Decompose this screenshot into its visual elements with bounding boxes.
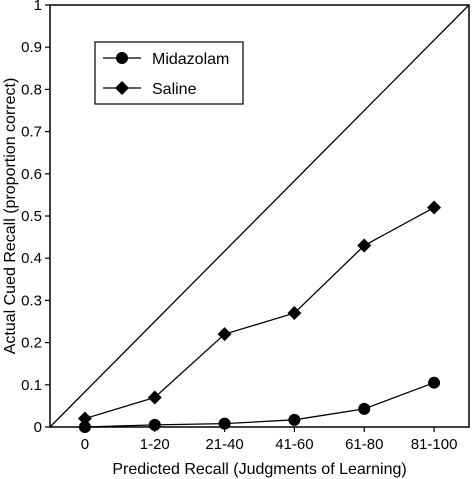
series-group xyxy=(77,200,442,433)
y-tick-label: 0.2 xyxy=(21,335,42,352)
series-line xyxy=(84,382,435,428)
data-point xyxy=(288,413,301,426)
legend: Midazolam Saline xyxy=(94,41,244,105)
y-tick-label: 0.3 xyxy=(21,292,42,309)
y-tick-label: 0.4 xyxy=(21,250,42,267)
x-tick-label: 61-80 xyxy=(345,436,383,453)
x-tick-label: 81-100 xyxy=(411,436,458,453)
data-point xyxy=(77,411,92,426)
data-point xyxy=(428,376,441,389)
data-point xyxy=(217,327,232,342)
x-tick-label: 0 xyxy=(81,436,89,453)
data-point xyxy=(147,390,162,405)
legend-marker xyxy=(115,81,129,95)
x-axis-title: Predicted Recall (Judgments of Learning) xyxy=(112,461,406,478)
x-tick-label: 41-60 xyxy=(275,436,313,453)
y-tick-label: 0.9 xyxy=(21,39,42,56)
data-point xyxy=(148,418,161,431)
x-tick-label: 1-20 xyxy=(140,436,170,453)
y-tick-label: 0.8 xyxy=(21,81,42,98)
legend-label: Midazolam xyxy=(152,51,229,68)
data-point xyxy=(357,238,372,253)
data-point xyxy=(287,306,302,321)
data-point xyxy=(358,402,371,415)
series-midazolam xyxy=(78,376,441,433)
series-line xyxy=(84,206,435,420)
data-point xyxy=(78,421,91,433)
reference-diagonal xyxy=(49,4,470,428)
y-tick-label: 1 xyxy=(34,0,42,14)
legend-label: Saline xyxy=(152,81,197,98)
x-axis: 0 1-20 21-40 41-60 61-80 81-100 xyxy=(81,427,458,453)
data-point xyxy=(218,417,231,430)
y-tick-label: 0.7 xyxy=(21,124,42,141)
y-tick-label: 0.5 xyxy=(21,208,42,225)
y-tick-label: 0.6 xyxy=(21,166,42,183)
series-saline xyxy=(77,200,442,426)
y-axis-title: Actual Cued Recall (proportion correct) xyxy=(2,78,19,355)
legend-box xyxy=(94,41,244,105)
reference-diagonal-group xyxy=(49,4,470,428)
x-tick-label: 21-40 xyxy=(205,436,243,453)
legend-marker xyxy=(116,52,128,64)
data-point xyxy=(427,200,442,215)
y-tick-label: 0.1 xyxy=(21,377,42,394)
y-axis: 0 0.1 0.2 0.3 0.4 0.5 0.6 0.7 0.8 0.9 1 xyxy=(21,0,50,436)
y-tick-label: 0 xyxy=(34,419,42,436)
